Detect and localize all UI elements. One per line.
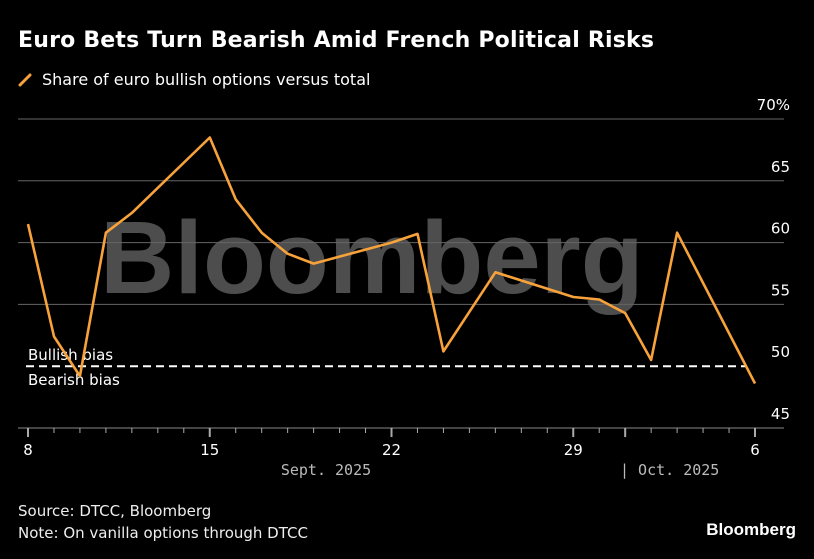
y-tick-label: 50	[771, 343, 790, 361]
source-note: Source: DTCC, Bloomberg	[18, 502, 212, 520]
legend: Share of euro bullish options versus tot…	[18, 70, 370, 89]
chart-title: Euro Bets Turn Bearish Amid French Polit…	[18, 28, 655, 53]
x-tick-label: 8	[23, 441, 33, 459]
legend-label: Share of euro bullish options versus tot…	[42, 70, 371, 89]
y-tick-label: 65	[771, 158, 790, 176]
month-label-oct: | Oct. 2025	[620, 461, 719, 479]
watermark-logo: Bloomberg	[100, 200, 644, 315]
y-tick-label: 70%	[757, 96, 790, 114]
x-tick-label: 29	[564, 441, 583, 459]
month-label-sept: Sept. 2025	[281, 461, 371, 479]
y-tick-label: 55	[771, 281, 790, 299]
y-tick-label: 45	[771, 405, 790, 423]
y-tick-label: 60	[771, 220, 790, 238]
x-tick-label: 6	[750, 441, 760, 459]
bullish-bias-label: Bullish bias	[28, 346, 113, 364]
x-tick-label: 15	[200, 441, 219, 459]
footnote: Note: On vanilla options through DTCC	[18, 524, 308, 542]
bloomberg-logo: Bloomberg	[706, 520, 796, 539]
legend-swatch-icon	[18, 73, 32, 86]
bearish-bias-label: Bearish bias	[28, 371, 120, 389]
x-tick-label: 22	[382, 441, 401, 459]
